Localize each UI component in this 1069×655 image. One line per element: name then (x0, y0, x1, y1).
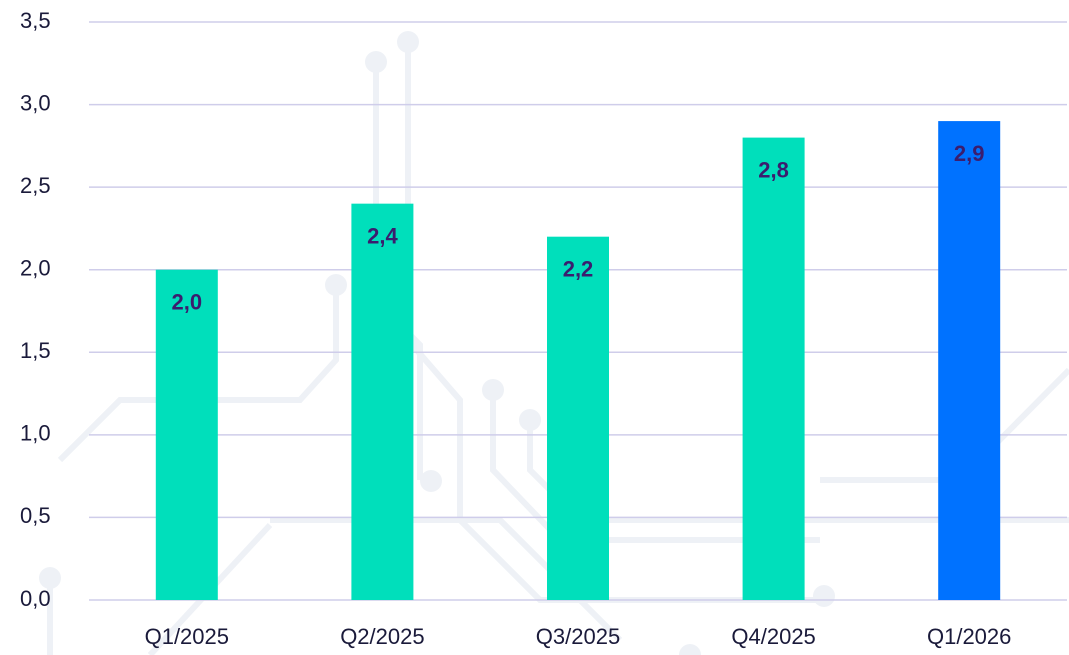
y-tick-label: 2,5 (20, 173, 51, 198)
value-label: 2,4 (367, 223, 398, 248)
value-label: 2,9 (954, 141, 985, 166)
bar (742, 137, 805, 600)
y-tick-label: 0,5 (20, 503, 51, 528)
value-label: 2,8 (758, 157, 789, 182)
y-tick-label: 3,0 (20, 90, 51, 115)
y-tick-label: 1,5 (20, 338, 51, 363)
y-tick-label: 3,5 (20, 8, 51, 33)
bar (938, 121, 1001, 600)
value-label: 2,0 (172, 290, 203, 315)
bar (155, 269, 218, 600)
y-tick-label: 0,0 (20, 586, 51, 611)
x-tick-label: Q4/2025 (731, 624, 815, 649)
x-tick-label: Q1/2026 (927, 624, 1011, 649)
x-tick-label: Q2/2025 (340, 624, 424, 649)
x-tick-label: Q3/2025 (536, 624, 620, 649)
y-tick-label: 1,0 (20, 421, 51, 446)
value-label: 2,2 (563, 256, 594, 281)
bar (547, 236, 609, 600)
y-tick-label: 2,0 (20, 256, 51, 281)
bar (351, 203, 414, 600)
x-tick-label: Q1/2025 (145, 624, 229, 649)
